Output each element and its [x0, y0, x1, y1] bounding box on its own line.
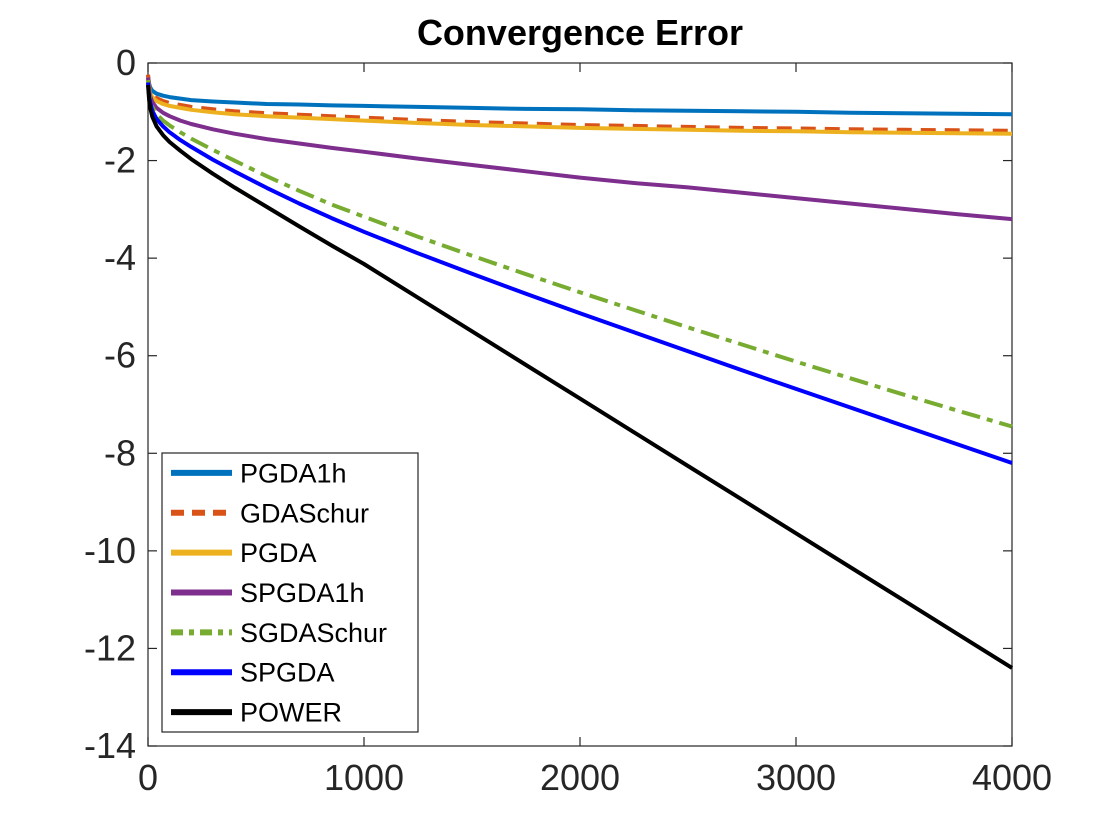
x-tick-label: 2000 [540, 757, 620, 798]
y-tick-label: -6 [104, 335, 136, 376]
legend: PGDA1h GDASchur PGDA SPGDA1h SGDASchur SPGDA P… [161, 452, 419, 733]
y-tick-label: -4 [104, 237, 136, 278]
series-line-PGDA [146, 77, 1013, 136]
x-tick-label: 1000 [324, 757, 404, 798]
y-tick-label: -10 [84, 530, 136, 571]
series-line-SGDASchur [146, 79, 1013, 429]
legend-label-PGDA: PGDA [240, 538, 317, 568]
series-layer [146, 74, 1014, 670]
y-tick-label: -12 [84, 627, 136, 668]
y-tick-label: -2 [104, 140, 136, 181]
series-line-SPGDA [146, 82, 1013, 465]
chart-title: Convergence Error [417, 12, 743, 53]
x-tick-label: 0 [138, 757, 158, 798]
series-line-POWER [146, 84, 1014, 670]
series-line-PGDA1h [146, 74, 1013, 117]
axes-layer: 0 1000 2000 3000 4000 0 -2 -4 -6 -8 -10 -12 -14 [84, 42, 1052, 798]
legend-label-PGDA1h: PGDA1h [240, 458, 347, 488]
legend-label-GDASchur: GDASchur [240, 498, 369, 528]
series-line-GDASchur [146, 74, 1013, 133]
y-tick-label: -14 [84, 725, 136, 766]
y-tick-label: -8 [104, 432, 136, 473]
y-tick-label: 0 [116, 42, 136, 83]
legend-label-SPGDA: SPGDA [240, 658, 335, 688]
legend-label-SGDASchur: SGDASchur [240, 618, 387, 648]
legend-label-POWER: POWER [240, 698, 342, 728]
x-tick-label: 4000 [972, 757, 1052, 798]
legend-label-SPGDA1h: SPGDA1h [240, 578, 365, 608]
x-tick-label: 3000 [756, 757, 836, 798]
series-line-SPGDA1h [146, 77, 1013, 222]
